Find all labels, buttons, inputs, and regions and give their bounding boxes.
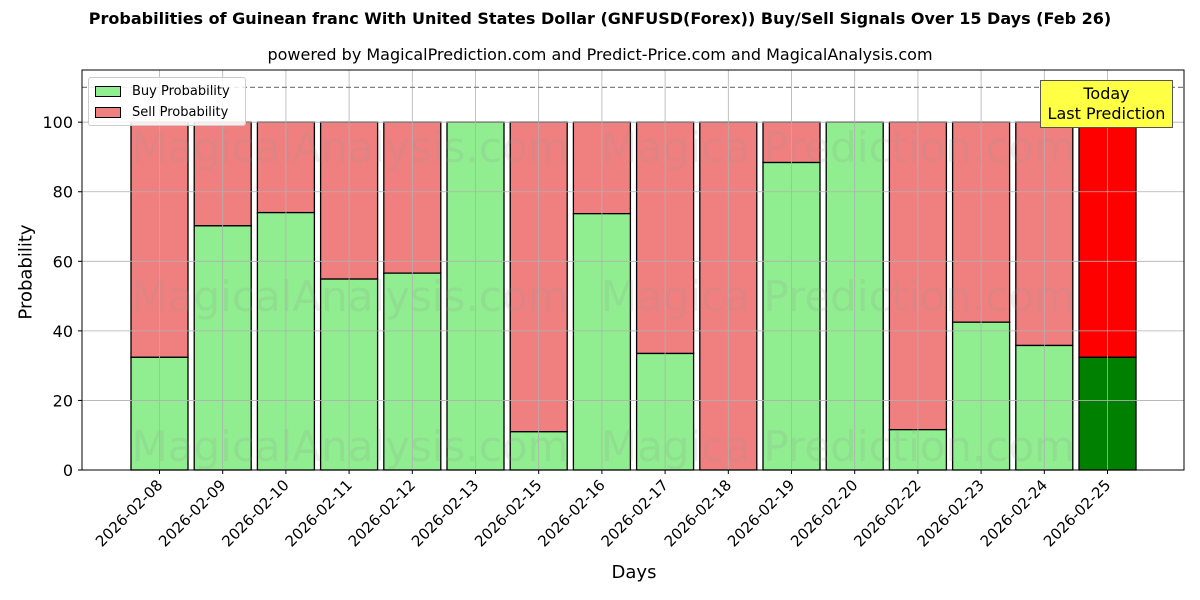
y-tick-label: 80 xyxy=(53,183,73,202)
axes-frame xyxy=(81,69,1185,471)
x-tick-label: 2026-02-12 xyxy=(345,476,419,550)
y-tick-label: 0 xyxy=(63,461,73,480)
x-tick-label: 2026-02-23 xyxy=(914,476,988,550)
legend-item-buy: Buy Probability xyxy=(95,83,230,99)
legend-swatch-sell xyxy=(95,106,121,118)
watermark: Magica Prediction.com xyxy=(601,422,1075,471)
y-tick-label: 20 xyxy=(53,391,73,410)
y-tick-label: 40 xyxy=(53,322,73,341)
y-tick-label: 60 xyxy=(53,252,73,271)
x-axis-label: Days xyxy=(611,562,657,583)
x-tick-label: 2026-02-08 xyxy=(92,476,166,550)
y-tick-label: 100 xyxy=(42,113,73,132)
x-tick-label: 2026-02-09 xyxy=(155,476,229,550)
legend: Buy Probability Sell Probability xyxy=(88,77,246,126)
x-tick-label: 2026-02-20 xyxy=(787,476,861,550)
watermark: MagicalAnalysis.com xyxy=(132,272,569,321)
x-tick-label: 2026-02-25 xyxy=(1040,476,1114,550)
watermark: MagicalAnalysis.com xyxy=(132,123,569,172)
x-tick-label: 2026-02-19 xyxy=(724,476,798,550)
x-tick-label: 2026-02-15 xyxy=(471,476,545,550)
x-tick-label: 2026-02-11 xyxy=(282,476,356,550)
legend-swatch-buy xyxy=(95,85,121,97)
watermark: Magica Prediction.com xyxy=(601,272,1075,321)
x-tick-label: 2026-02-22 xyxy=(850,476,924,550)
legend-label-buy: Buy Probability xyxy=(132,83,230,99)
legend-label-sell: Sell Probability xyxy=(132,104,229,120)
y-axis-label: Probability xyxy=(15,224,37,320)
legend-item-sell: Sell Probability xyxy=(95,104,228,120)
today-annotation-line2: Last Prediction xyxy=(1047,104,1166,123)
x-tick-label: 2026-02-10 xyxy=(218,476,292,550)
x-tick-label: 2026-02-24 xyxy=(977,476,1051,550)
chart-subtitle: powered by MagicalPrediction.com and Pre… xyxy=(267,45,933,64)
watermark: Magica Prediction.com xyxy=(601,123,1075,172)
x-tick-label: 2026-02-18 xyxy=(661,476,735,550)
chart-title: Probabilities of Guinean franc With Unit… xyxy=(88,9,1112,28)
today-annotation: Today Last Prediction xyxy=(1040,80,1173,128)
x-tick-label: 2026-02-17 xyxy=(598,476,672,550)
x-tick-label: 2026-02-16 xyxy=(534,476,608,550)
today-annotation-line1: Today xyxy=(1083,84,1130,103)
watermark: MagicalAnalysis.com xyxy=(132,422,569,471)
x-tick-label: 2026-02-13 xyxy=(408,476,482,550)
